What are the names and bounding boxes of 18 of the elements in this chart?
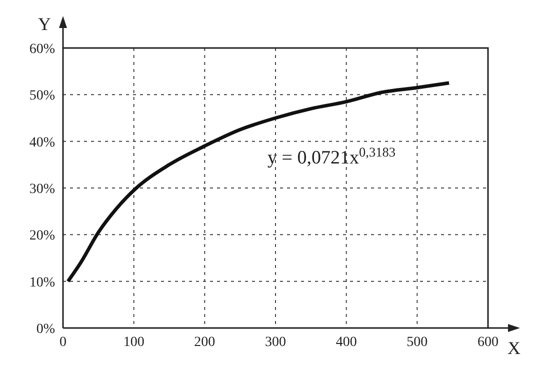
x-tick-label: 600 <box>478 334 498 350</box>
y-tick-label: 50% <box>29 88 56 104</box>
line-series <box>66 81 451 284</box>
y-axis-title: Y <box>38 14 51 34</box>
x-tick-label: 500 <box>406 334 428 350</box>
x-tick-label: 100 <box>123 334 144 350</box>
y-tick-label: 60% <box>29 42 56 57</box>
x-tick-label: 400 <box>336 334 357 350</box>
x-tick-label: 300 <box>265 334 286 350</box>
y-tick-label: 0% <box>36 322 56 337</box>
y-tick-label: 30% <box>29 182 56 197</box>
x-tick-label: 200 <box>194 334 216 350</box>
annotation: y = 0,0721x$^{0,3183}$ <box>268 144 396 168</box>
y-tick-label: 10% <box>29 275 56 290</box>
y-tick-label: 40% <box>29 135 56 150</box>
y-tick-label: 20% <box>29 228 56 244</box>
x-tick-label: 0 <box>60 334 66 350</box>
x-axis-title: X <box>508 338 520 358</box>
